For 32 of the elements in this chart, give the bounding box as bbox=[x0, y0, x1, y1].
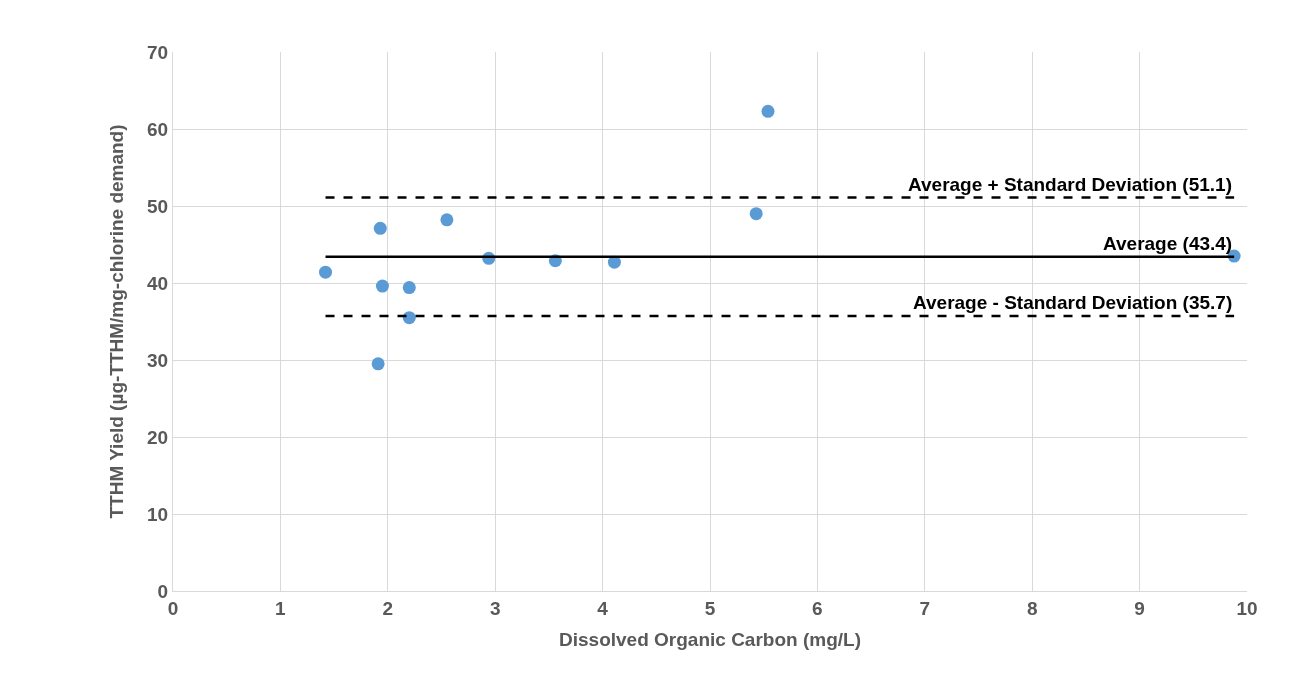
y-tick-label: 50 bbox=[147, 195, 169, 217]
y-tick-label: 20 bbox=[147, 426, 169, 448]
ref-line-label: Average - Standard Deviation (35.7) bbox=[913, 292, 1233, 313]
y-axis-title: TTHM Yield (µg-TTHM/mg-chlorine demand) bbox=[105, 124, 127, 519]
x-tick-label: 8 bbox=[1026, 597, 1038, 619]
y-tick-label: 40 bbox=[147, 272, 169, 294]
point bbox=[402, 281, 416, 295]
point bbox=[440, 213, 454, 227]
y-tick-label: 30 bbox=[147, 349, 169, 371]
x-tick-label: 7 bbox=[919, 597, 931, 619]
point bbox=[319, 265, 333, 279]
point bbox=[761, 104, 775, 118]
x-axis-title: Dissolved Organic Carbon (mg/L) bbox=[559, 628, 861, 650]
x-tick-label: 10 bbox=[1236, 597, 1258, 619]
y-tick-label: 60 bbox=[147, 118, 169, 140]
x-tick-label: 3 bbox=[489, 597, 501, 619]
y-tick-label: 10 bbox=[147, 503, 169, 525]
x-tick-label: 4 bbox=[597, 597, 609, 619]
point bbox=[375, 279, 389, 293]
x-tick-label: 5 bbox=[704, 597, 716, 619]
point bbox=[749, 207, 763, 221]
x-tick-label: 2 bbox=[382, 597, 394, 619]
point bbox=[371, 357, 385, 371]
y-tick-label: 0 bbox=[157, 580, 169, 602]
x-tick-label: 6 bbox=[812, 597, 823, 619]
x-tick-label: 9 bbox=[1134, 597, 1145, 619]
y-tick-label: 70 bbox=[147, 41, 169, 63]
point bbox=[402, 311, 416, 325]
ref-line-label: Average + Standard Deviation (51.1) bbox=[908, 174, 1232, 195]
point bbox=[373, 221, 387, 235]
x-tick-label: 1 bbox=[275, 597, 287, 619]
ref-line-label: Average (43.4) bbox=[1103, 233, 1233, 254]
